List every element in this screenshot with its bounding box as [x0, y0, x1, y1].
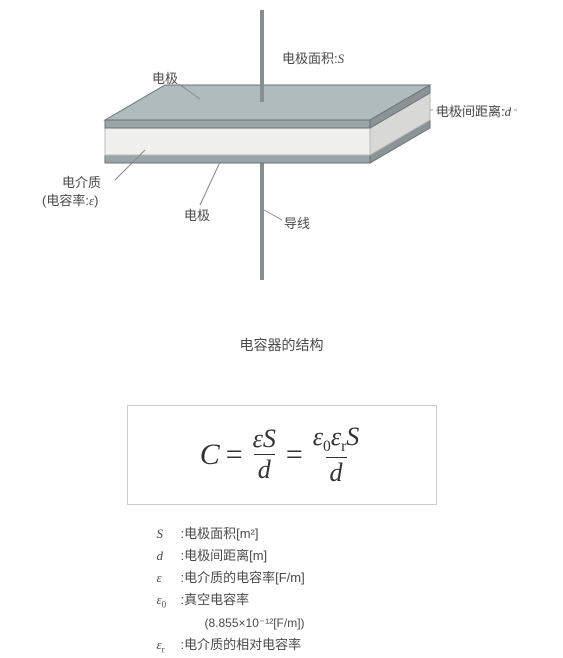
- sym-eq2: =: [286, 438, 303, 472]
- definition-row-1: d:电极间距离[m]: [157, 545, 437, 567]
- definition-symbol: ε0: [157, 589, 181, 613]
- label-distance: 电极间距离:d: [436, 101, 511, 120]
- leader-bottom-electrode: [200, 162, 220, 205]
- definition-symbol: εr: [157, 634, 181, 658]
- definitions-list: S:电极面积[m²]d:电极间距离[m]ε:电介质的电容率[F/m]ε0:真空电…: [127, 523, 437, 658]
- label-dielectric-post: ): [94, 193, 98, 208]
- definition-row-2: ε:电介质的电容率[F/m]: [157, 567, 437, 589]
- leader-wire: [264, 210, 282, 220]
- definition-text: :电介质的电容率[F/m]: [181, 567, 305, 589]
- label-dielectric-2: (电容率:ε): [42, 190, 98, 209]
- sym-eq1: =: [226, 438, 243, 472]
- definition-text: :真空电容率: [181, 589, 250, 613]
- label-distance-text: 电极间距离:: [436, 104, 505, 119]
- definition-row-3: ε0:真空电容率: [157, 589, 437, 613]
- label-area: 电极面积:S: [282, 48, 344, 67]
- definition-indent-4: (8.855×10⁻¹²[F/m]): [157, 613, 437, 633]
- definition-text: :电介质的相对电容率: [181, 634, 302, 658]
- frac-2: ε0εrS d: [309, 424, 364, 486]
- sym-C: C: [200, 438, 220, 472]
- label-wire: 导线: [284, 213, 310, 232]
- label-distance-sym: d: [505, 104, 512, 119]
- definition-row-5: εr:电介质的相对电容率: [157, 634, 437, 658]
- definition-symbol: S: [157, 523, 181, 545]
- num1-eps: ε: [253, 424, 263, 453]
- label-top-electrode: 电极: [152, 68, 178, 87]
- label-bottom-electrode: 电极: [184, 205, 210, 224]
- label-dielectric-1: 电介质: [62, 172, 101, 191]
- num1-S: S: [263, 424, 276, 453]
- diagram-caption: 电容器的结构: [0, 335, 563, 355]
- capacitance-formula: C = εS d = ε0εrS d: [200, 424, 364, 486]
- num2-S: S: [346, 422, 359, 451]
- num2-epsr: ε: [331, 422, 341, 451]
- definition-row-0: S:电极面积[m²]: [157, 523, 437, 545]
- label-area-sym: S: [338, 51, 345, 66]
- definition-text: :电极间距离[m]: [181, 545, 268, 567]
- capacitor-diagram: 电极 电极面积:S 电极间距离:d 电介质 (电容率:ε) 电极 导线: [0, 0, 563, 300]
- definition-text: :电极面积[m²]: [181, 523, 259, 545]
- definition-symbol: d: [157, 545, 181, 567]
- den2-d: d: [326, 457, 347, 486]
- label-dielectric-pre: (电容率:: [42, 193, 89, 208]
- frac-1: εS d: [249, 426, 280, 483]
- den1-d: d: [254, 454, 275, 483]
- formula-box: C = εS d = ε0εrS d: [127, 405, 437, 505]
- num2-eps0: ε: [313, 422, 323, 451]
- capacitor-svg: [0, 0, 563, 300]
- definition-symbol: ε: [157, 567, 181, 589]
- num2-sub0: 0: [323, 438, 331, 455]
- top-plate: [105, 85, 430, 128]
- label-area-text: 电极面积:: [282, 51, 338, 66]
